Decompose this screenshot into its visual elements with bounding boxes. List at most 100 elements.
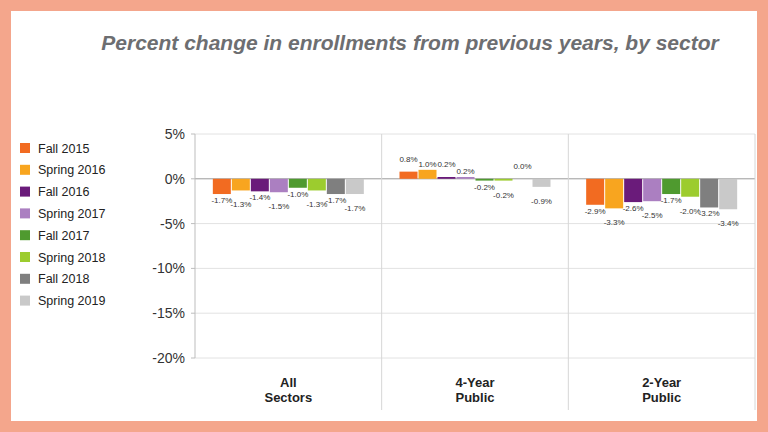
data-label: -3.3% (604, 218, 625, 227)
legend-swatch (20, 230, 30, 240)
bar (495, 179, 513, 181)
category-label-line: 2-Year (642, 375, 681, 390)
bar (605, 179, 623, 209)
bar (514, 178, 532, 179)
grid-line (195, 313, 755, 314)
bar (308, 179, 326, 191)
background (11, 11, 757, 421)
data-label: -1.7% (325, 196, 346, 205)
tick-label: -15% (152, 305, 185, 321)
bar (232, 179, 250, 191)
data-label: -1.7% (344, 204, 365, 213)
data-label: -2.0% (680, 207, 701, 216)
bar (662, 179, 680, 194)
category-label-line: Sectors (264, 390, 312, 405)
data-label: -0.2% (493, 191, 514, 200)
data-label: -1.5% (268, 202, 289, 211)
category-label-line: All (280, 375, 297, 390)
bar (476, 179, 494, 181)
bar (289, 179, 307, 188)
grid-line (195, 223, 755, 224)
bar (700, 179, 718, 208)
category-label: 2-YearPublic (642, 375, 681, 405)
bar (327, 179, 345, 194)
legend-label: Fall 2018 (38, 272, 89, 286)
bar (346, 179, 364, 194)
bar (419, 170, 437, 179)
data-label: -1.3% (306, 200, 327, 209)
data-label: -2.6% (623, 204, 644, 213)
legend: Fall 2015 Spring 2016 Fall 2016 Spring 2017… (20, 142, 105, 309)
grid-line (195, 268, 755, 269)
legend-label: Spring 2019 (38, 294, 105, 308)
bar (213, 179, 231, 194)
data-label: -2.9% (585, 207, 606, 216)
data-label: -3.2% (699, 209, 720, 218)
category-divider (755, 134, 756, 410)
bar (457, 177, 475, 179)
data-label: -0.9% (531, 197, 552, 206)
data-label: 0.2% (437, 160, 455, 169)
data-label: -1.7% (211, 196, 232, 205)
tick-label: 0% (165, 171, 185, 187)
data-labels: -1.7%-1.3%-1.4%-1.5%-1.0%-1.3%-1.7%-1.7%… (211, 155, 738, 229)
bar (586, 179, 604, 205)
data-label: 0.0% (513, 162, 531, 171)
category-divider (381, 134, 382, 410)
bar (533, 179, 551, 187)
category-label: 4-YearPublic (455, 375, 494, 405)
legend-swatch (20, 208, 30, 218)
legend-swatch (20, 143, 30, 153)
bar (643, 179, 661, 201)
data-label: 0.2% (456, 167, 474, 176)
legend-swatch (20, 252, 30, 262)
category-label: AllSectors (264, 375, 312, 405)
legend-label: Fall 2015 (38, 142, 89, 156)
tick-label: -5% (160, 216, 185, 232)
data-label: -1.3% (230, 200, 251, 209)
legend-swatch (20, 187, 30, 197)
legend-swatch (20, 296, 30, 306)
bar (719, 179, 737, 209)
data-label: -1.7% (661, 196, 682, 205)
data-label: 0.8% (399, 155, 417, 164)
bar (624, 179, 642, 202)
tick-label: -20% (152, 350, 185, 366)
data-label: -0.2% (474, 183, 495, 192)
grid-line (195, 134, 755, 135)
category-label-line: 4-Year (455, 375, 494, 390)
bar (681, 179, 699, 197)
data-label: -2.5% (642, 211, 663, 220)
bar (400, 172, 418, 179)
bar (270, 179, 288, 192)
bars (213, 170, 737, 209)
legend-label: Spring 2018 (38, 251, 105, 265)
legend-swatch (20, 274, 30, 284)
tick-mark (191, 223, 195, 224)
tick-mark (191, 268, 195, 269)
bar (438, 177, 456, 179)
category-divider (568, 134, 569, 410)
chart-root: Percent change in enrollments from previ… (0, 0, 768, 432)
legend-label: Spring 2017 (38, 207, 105, 221)
frame (0, 0, 768, 432)
tick-mark (191, 313, 195, 314)
bar (251, 179, 269, 192)
category-label-line: Public (455, 390, 494, 405)
legend-label: Fall 2016 (38, 185, 89, 199)
title: Percent change in enrollments from previ… (101, 31, 720, 54)
tick-mark (191, 134, 195, 135)
tick-label: -10% (152, 260, 185, 276)
tick-mark (191, 178, 195, 179)
category-label-line: Public (642, 390, 681, 405)
data-label: -1.4% (249, 193, 270, 202)
legend-swatch (20, 165, 30, 175)
data-label: -3.4% (718, 219, 739, 228)
legend-label: Spring 2016 (38, 163, 105, 177)
data-label: 1.0% (418, 160, 436, 169)
legend-label: Fall 2017 (38, 229, 89, 243)
tick-mark (191, 358, 195, 359)
grid-line (195, 358, 755, 359)
tick-label: 5% (165, 126, 185, 142)
data-label: -1.0% (287, 190, 308, 199)
